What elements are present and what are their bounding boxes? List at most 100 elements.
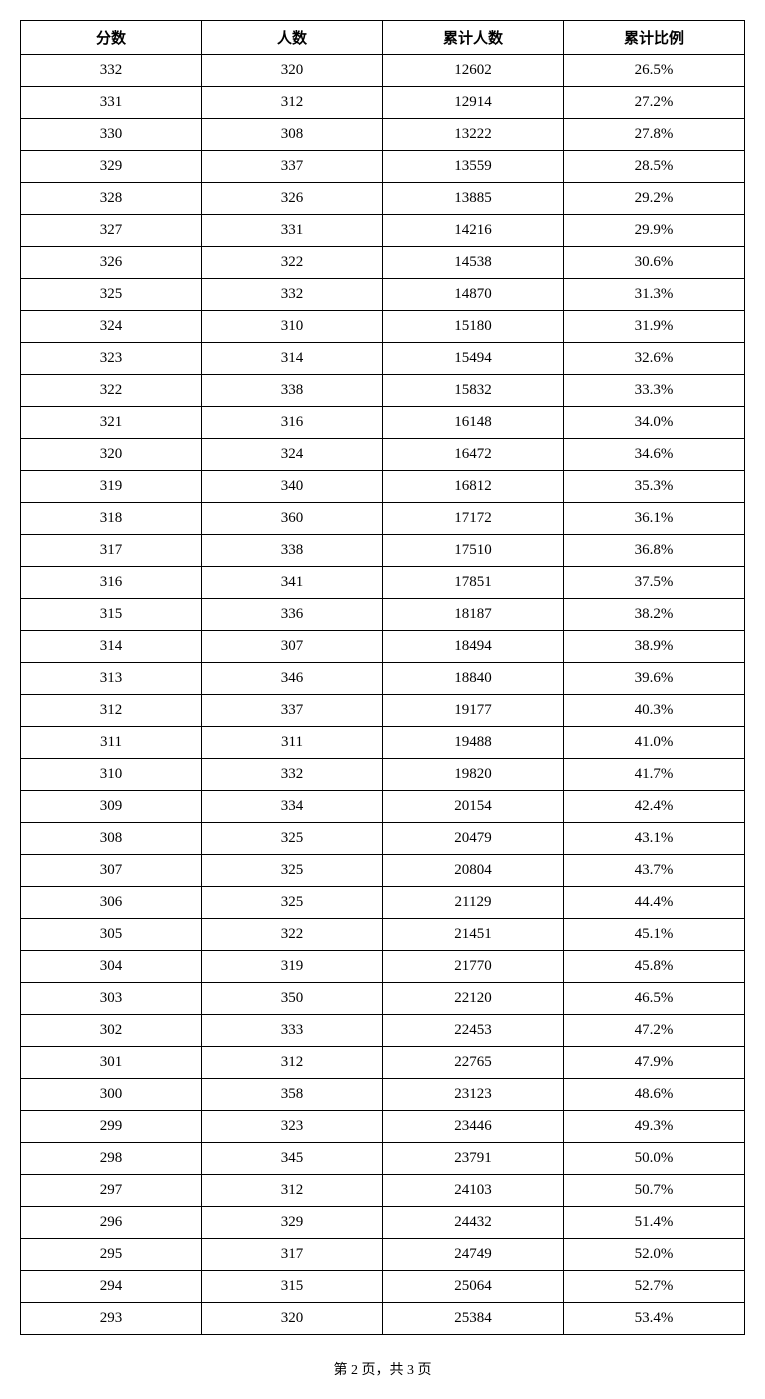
table-cell: 325 <box>202 823 383 855</box>
table-cell: 322 <box>202 919 383 951</box>
table-cell: 19820 <box>383 759 564 791</box>
table-row: 3153361818738.2% <box>21 599 745 631</box>
table-cell: 312 <box>202 1047 383 1079</box>
table-row: 3013122276547.9% <box>21 1047 745 1079</box>
table-cell: 327 <box>21 215 202 247</box>
table-cell: 332 <box>21 55 202 87</box>
table-cell: 34.6% <box>564 439 745 471</box>
table-cell: 40.3% <box>564 695 745 727</box>
table-row: 3113111948841.0% <box>21 727 745 759</box>
table-cell: 23791 <box>383 1143 564 1175</box>
table-cell: 345 <box>202 1143 383 1175</box>
table-cell: 358 <box>202 1079 383 1111</box>
table-cell: 325 <box>202 887 383 919</box>
table-cell: 39.6% <box>564 663 745 695</box>
table-cell: 13885 <box>383 183 564 215</box>
table-cell: 44.4% <box>564 887 745 919</box>
column-header-cumulative-count: 累计人数 <box>383 21 564 55</box>
table-cell: 24432 <box>383 1207 564 1239</box>
table-cell: 22120 <box>383 983 564 1015</box>
table-cell: 33.3% <box>564 375 745 407</box>
table-cell: 313 <box>21 663 202 695</box>
score-distribution-table: 分数 人数 累计人数 累计比例 3323201260226.5%33131212… <box>20 20 745 1335</box>
table-cell: 12602 <box>383 55 564 87</box>
table-cell: 341 <box>202 567 383 599</box>
table-cell: 18187 <box>383 599 564 631</box>
table-row: 3123371917740.3% <box>21 695 745 727</box>
table-cell: 30.6% <box>564 247 745 279</box>
table-row: 3293371355928.5% <box>21 151 745 183</box>
table-cell: 322 <box>202 247 383 279</box>
table-cell: 309 <box>21 791 202 823</box>
table-cell: 308 <box>21 823 202 855</box>
table-row: 2963292443251.4% <box>21 1207 745 1239</box>
table-row: 3283261388529.2% <box>21 183 745 215</box>
table-cell: 320 <box>21 439 202 471</box>
table-cell: 24749 <box>383 1239 564 1271</box>
table-cell: 296 <box>21 1207 202 1239</box>
table-row: 3233141549432.6% <box>21 343 745 375</box>
table-cell: 295 <box>21 1239 202 1271</box>
table-cell: 31.9% <box>564 311 745 343</box>
table-cell: 311 <box>21 727 202 759</box>
table-cell: 325 <box>202 855 383 887</box>
page-footer: 第 2 页，共 3 页 <box>20 1359 745 1379</box>
table-cell: 20804 <box>383 855 564 887</box>
table-row: 3103321982041.7% <box>21 759 745 791</box>
table-cell: 316 <box>21 567 202 599</box>
table-cell: 320 <box>202 1303 383 1335</box>
table-cell: 314 <box>21 631 202 663</box>
table-cell: 12914 <box>383 87 564 119</box>
table-cell: 329 <box>21 151 202 183</box>
table-cell: 336 <box>202 599 383 631</box>
table-cell: 360 <box>202 503 383 535</box>
table-cell: 322 <box>21 375 202 407</box>
table-cell: 21129 <box>383 887 564 919</box>
table-cell: 15180 <box>383 311 564 343</box>
table-header-row: 分数 人数 累计人数 累计比例 <box>21 21 745 55</box>
table-cell: 17851 <box>383 567 564 599</box>
table-cell: 19177 <box>383 695 564 727</box>
table-cell: 28.5% <box>564 151 745 183</box>
table-cell: 310 <box>202 311 383 343</box>
table-cell: 317 <box>21 535 202 567</box>
table-row: 2993232344649.3% <box>21 1111 745 1143</box>
table-cell: 346 <box>202 663 383 695</box>
table-cell: 49.3% <box>564 1111 745 1143</box>
table-cell: 325 <box>21 279 202 311</box>
table-cell: 35.3% <box>564 471 745 503</box>
table-cell: 306 <box>21 887 202 919</box>
table-cell: 321 <box>21 407 202 439</box>
table-cell: 337 <box>202 695 383 727</box>
table-cell: 326 <box>21 247 202 279</box>
table-cell: 310 <box>21 759 202 791</box>
table-cell: 314 <box>202 343 383 375</box>
table-cell: 41.7% <box>564 759 745 791</box>
table-cell: 316 <box>202 407 383 439</box>
table-cell: 328 <box>21 183 202 215</box>
table-row: 3003582312348.6% <box>21 1079 745 1111</box>
table-cell: 24103 <box>383 1175 564 1207</box>
table-row: 3033502212046.5% <box>21 983 745 1015</box>
table-row: 3213161614834.0% <box>21 407 745 439</box>
table-cell: 17172 <box>383 503 564 535</box>
table-cell: 22453 <box>383 1015 564 1047</box>
table-header: 分数 人数 累计人数 累计比例 <box>21 21 745 55</box>
table-cell: 41.0% <box>564 727 745 759</box>
table-cell: 15494 <box>383 343 564 375</box>
table-body: 3323201260226.5%3313121291427.2%33030813… <box>21 55 745 1335</box>
table-cell: 300 <box>21 1079 202 1111</box>
table-row: 3093342015442.4% <box>21 791 745 823</box>
table-cell: 311 <box>202 727 383 759</box>
table-cell: 299 <box>21 1111 202 1143</box>
table-cell: 29.9% <box>564 215 745 247</box>
table-cell: 15832 <box>383 375 564 407</box>
table-row: 3253321487031.3% <box>21 279 745 311</box>
table-row: 3263221453830.6% <box>21 247 745 279</box>
table-cell: 26.5% <box>564 55 745 87</box>
table-cell: 350 <box>202 983 383 1015</box>
table-cell: 21770 <box>383 951 564 983</box>
table-cell: 25064 <box>383 1271 564 1303</box>
table-row: 3183601717236.1% <box>21 503 745 535</box>
table-cell: 27.2% <box>564 87 745 119</box>
